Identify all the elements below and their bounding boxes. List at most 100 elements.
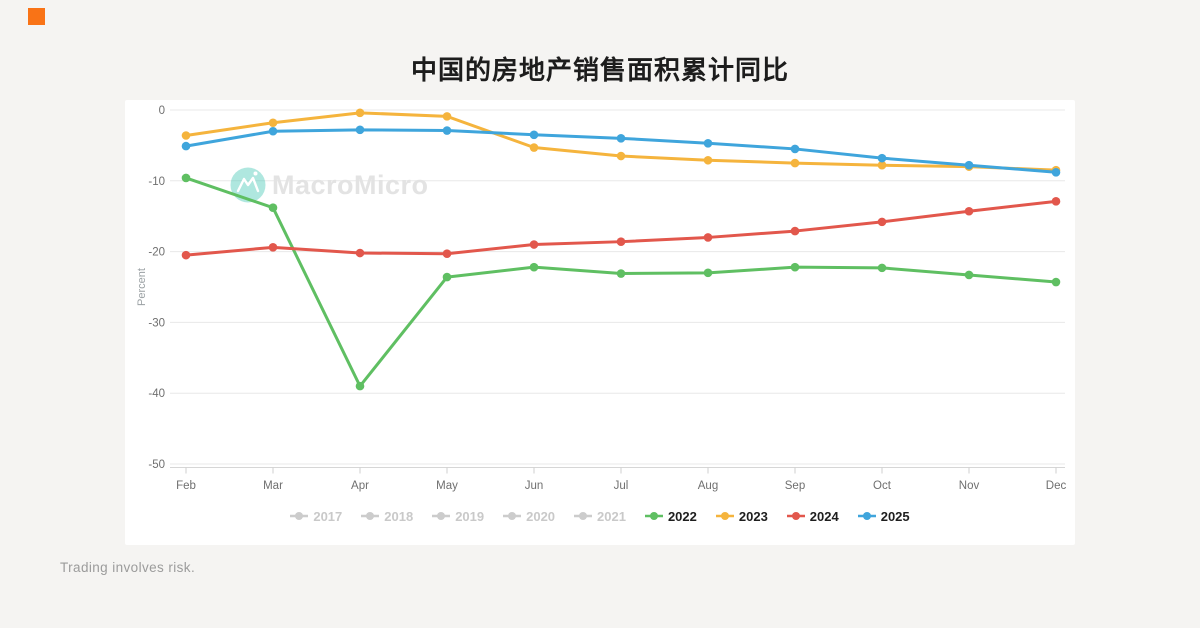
- data-point-2023-Feb: [181, 131, 191, 140]
- legend-item-2017[interactable]: 2017: [290, 509, 342, 524]
- x-axis-tick-label: Oct: [873, 480, 892, 492]
- legend-label: 2025: [880, 508, 910, 524]
- y-axis-tick-label: -20: [148, 247, 165, 259]
- data-point-2023-Aug: [703, 155, 713, 165]
- data-point-2024-Dec: [1051, 197, 1061, 206]
- data-point-2025-Nov: [964, 160, 974, 170]
- x-axis-tick-label: Aug: [698, 480, 718, 492]
- x-axis-tick-label: Sep: [785, 480, 805, 492]
- legend-label: 2023: [738, 508, 768, 524]
- data-point-2022-Nov: [964, 270, 974, 280]
- y-axis-tick-label: -50: [148, 459, 165, 471]
- series-2022: [181, 173, 1061, 391]
- brand-mark-square: [28, 8, 45, 25]
- data-point-2023-Jul: [616, 151, 626, 161]
- legend-label: 2024: [809, 508, 839, 524]
- legend-marker-icon: [857, 512, 876, 520]
- chart-card: 0 -10 -20 -30 -40 -50 Feb Mar Apr May Jun Jul Aug Sep…: [125, 100, 1075, 545]
- data-point-2024-May: [442, 249, 452, 259]
- data-point-2022-Mar: [268, 203, 278, 213]
- legend-label: 2017: [313, 508, 343, 524]
- data-point-2023-Oct: [877, 160, 887, 170]
- x-axis-tick-label: Mar: [263, 480, 283, 492]
- data-point-2023-Jun: [529, 143, 539, 152]
- legend-label: 2019: [455, 508, 485, 524]
- data-point-2024-Feb: [181, 250, 191, 260]
- legend-item-2021[interactable]: 2021: [574, 509, 626, 524]
- chart-canvas: 0 -10 -20 -30 -40 -50 Feb Mar Apr May Jun Jul Aug Sep…: [125, 100, 1075, 500]
- series-2025: [181, 125, 1061, 177]
- data-point-2022-Sep: [790, 262, 800, 272]
- data-point-2023-Apr: [355, 108, 365, 118]
- x-axis-tick-label: May: [436, 480, 458, 492]
- legend-item-2025[interactable]: 2025: [857, 508, 910, 524]
- legend-marker-icon: [786, 512, 805, 520]
- macromicro-watermark: MacroMicro: [230, 167, 429, 203]
- y-axis-tick-label: 0: [159, 105, 165, 117]
- data-point-2023-May: [442, 112, 452, 121]
- legend-item-2023[interactable]: 2023: [715, 508, 768, 524]
- legend-item-2018[interactable]: 2018: [361, 509, 413, 524]
- data-point-2024-Oct: [877, 217, 887, 227]
- data-point-2024-Mar: [268, 243, 278, 252]
- line-chart-svg: 0 -10 -20 -30 -40 -50 Feb Mar Apr May Jun Jul Aug Sep…: [136, 105, 1067, 492]
- legend-label: 2022: [667, 508, 697, 524]
- legend-label: 2018: [384, 508, 414, 524]
- page-title: 中国的房地产销售面积累计同比: [410, 55, 789, 85]
- data-point-2024-Jun: [529, 240, 539, 249]
- data-point-2025-Sep: [790, 144, 800, 154]
- data-point-2022-Oct: [877, 263, 887, 273]
- data-point-2022-Jul: [616, 269, 626, 278]
- data-point-2022-May: [442, 272, 452, 282]
- data-point-2025-May: [442, 126, 452, 135]
- legend-marker-icon: [361, 512, 380, 520]
- legend-marker-icon: [644, 512, 663, 520]
- legend-marker-icon: [432, 512, 451, 520]
- data-point-2022-Dec: [1051, 277, 1061, 287]
- y-axis-title: Percent: [136, 268, 148, 306]
- x-axis-tick-label: Jun: [525, 480, 544, 492]
- data-point-2025-Dec: [1051, 168, 1061, 177]
- legend-marker-icon: [574, 512, 593, 520]
- data-point-2025-Mar: [268, 126, 278, 136]
- legend-marker-icon: [290, 512, 309, 520]
- y-axis-tick-label: -40: [148, 388, 165, 400]
- legend-label: 2020: [526, 508, 556, 524]
- data-point-2024-Aug: [703, 233, 713, 242]
- watermark-text: MacroMicro: [272, 170, 429, 200]
- data-point-2024-Nov: [964, 206, 974, 216]
- x-axis-tick-label: Nov: [959, 480, 980, 492]
- x-axis-tick-label: Jul: [614, 480, 629, 492]
- y-axis-tick-label: -30: [148, 317, 165, 329]
- legend-item-2020[interactable]: 2020: [503, 509, 555, 524]
- series-2024: [181, 197, 1061, 260]
- data-point-2024-Sep: [790, 226, 800, 236]
- data-point-2022-Jun: [529, 262, 539, 272]
- data-point-2025-Apr: [355, 125, 365, 135]
- legend-item-2022[interactable]: 2022: [644, 508, 697, 524]
- x-axis-tick-label: Feb: [176, 480, 196, 492]
- y-axis-tick-label: -10: [148, 176, 165, 188]
- data-point-2022-Aug: [703, 268, 713, 278]
- x-axis-tick-label: Dec: [1046, 480, 1067, 492]
- legend-marker-icon: [503, 512, 522, 520]
- data-point-2022-Feb: [181, 173, 191, 183]
- chart-legend: 2017 2018 2019 2020 2021 2022 2023 2024 2025: [125, 504, 1075, 528]
- risk-disclaimer: Trading involves risk.: [60, 560, 196, 575]
- legend-item-2024[interactable]: 2024: [786, 508, 839, 524]
- data-point-2023-Sep: [790, 158, 800, 168]
- x-axis-tick-label: Apr: [351, 480, 369, 492]
- legend-item-2019[interactable]: 2019: [432, 509, 484, 524]
- data-point-2025-Aug: [703, 138, 713, 148]
- legend-marker-icon: [715, 512, 734, 520]
- data-point-2025-Oct: [877, 153, 887, 163]
- data-point-2025-Jul: [616, 134, 626, 143]
- data-point-2023-Mar: [268, 118, 278, 128]
- data-point-2024-Apr: [355, 248, 365, 258]
- legend-label: 2021: [597, 508, 626, 524]
- data-point-2024-Jul: [616, 237, 626, 246]
- data-point-2025-Jun: [529, 130, 539, 140]
- data-point-2022-Apr: [355, 381, 365, 391]
- data-point-2025-Feb: [181, 141, 191, 151]
